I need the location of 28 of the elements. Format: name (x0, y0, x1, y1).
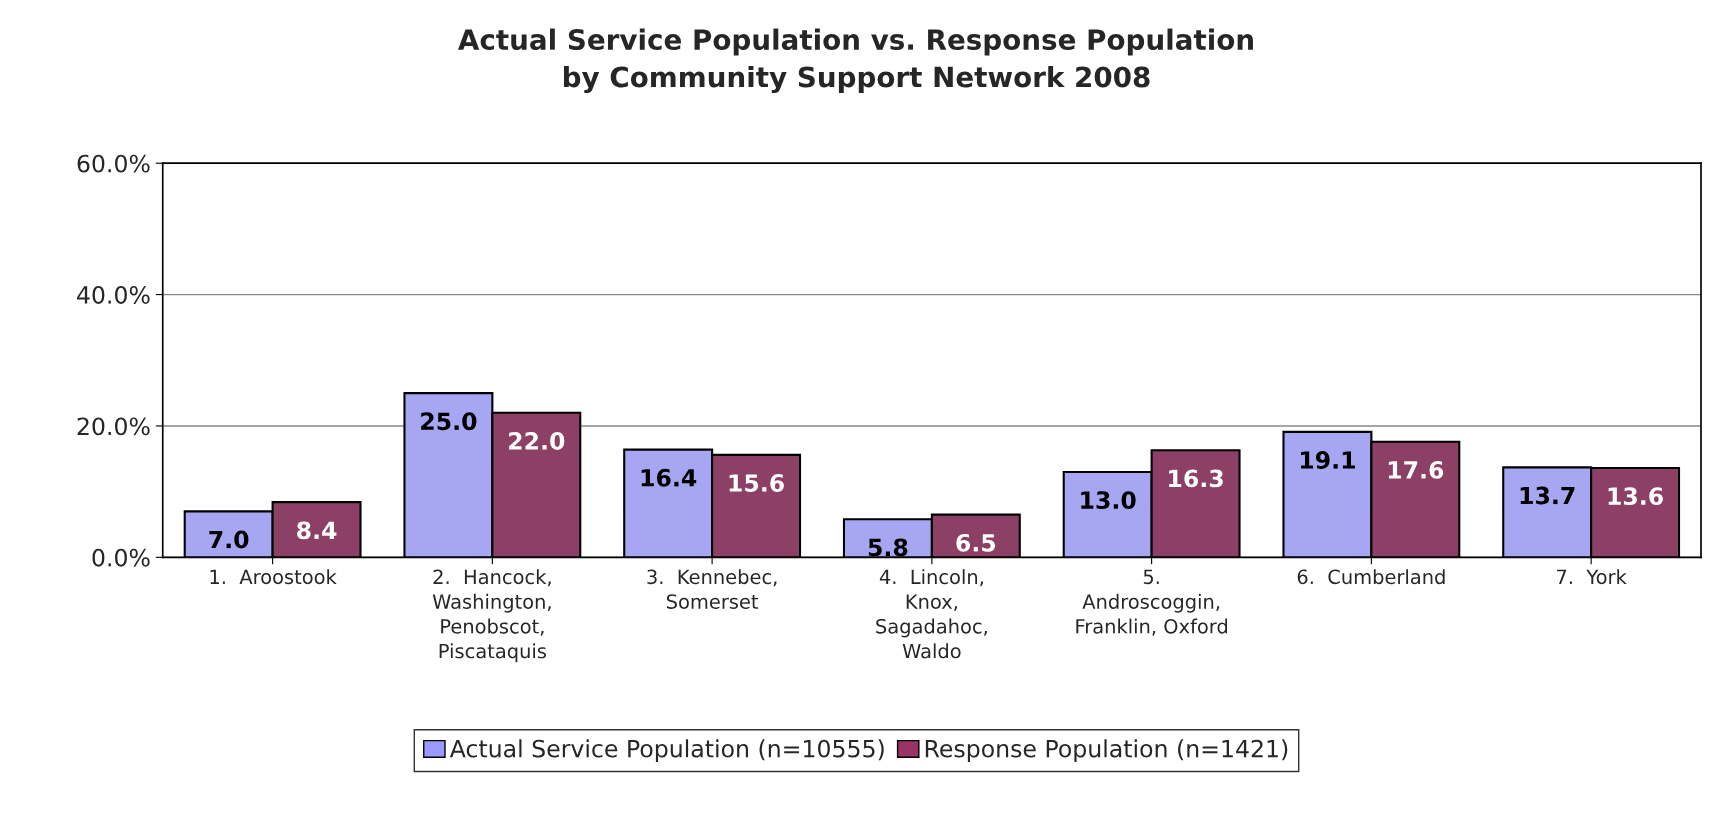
data-label: 8.4 (297, 521, 337, 540)
data-label: 19.1 (1300, 451, 1355, 469)
x-tick-label: 6. Cumberland (1297, 569, 1445, 585)
data-label: 22.0 (509, 432, 565, 450)
legend-label: Response Population (n=1421) (925, 739, 1288, 763)
data-label: 7.0 (209, 530, 249, 549)
data-label: 25.0 (421, 412, 477, 431)
chart-title: Actual Service Population vs. Response Population by Community Support Network 2008 (458, 28, 1253, 94)
x-tick-label: 4. Lincoln, Knox, Sagadahoc, Waldo (876, 569, 987, 659)
data-label: 16.3 (1169, 469, 1223, 488)
data-label: 13.6 (1608, 487, 1663, 506)
x-tick-label: 7. York (1557, 569, 1627, 585)
x-tick-label: 3. Kennebec, Somerset (647, 569, 777, 609)
x-tick-label: 1. Aroostook (210, 569, 337, 585)
data-label: 6.5 (956, 533, 996, 552)
data-label: 15.6 (729, 474, 784, 492)
data-label: 13.0 (1081, 491, 1136, 510)
data-label: 17.6 (1388, 460, 1444, 479)
y-tick-label: 60.0% (77, 154, 150, 173)
y-tick-label: 40.0% (77, 286, 150, 304)
legend-label: Actual Service Population (n=10555) (449, 739, 884, 763)
data-label: 13.7 (1520, 486, 1575, 505)
y-tick-label: 0.0% (92, 548, 150, 567)
x-tick-label: 5. Androscoggin, Franklin, Oxford (1076, 569, 1228, 636)
y-tick-label: 20.0% (77, 417, 150, 436)
x-tick-label: 2. Hancock, Washington, Penobscot, Piscataquis (432, 569, 551, 663)
data-label: 16.4 (641, 468, 697, 487)
data-label: 5.8 (868, 538, 908, 557)
